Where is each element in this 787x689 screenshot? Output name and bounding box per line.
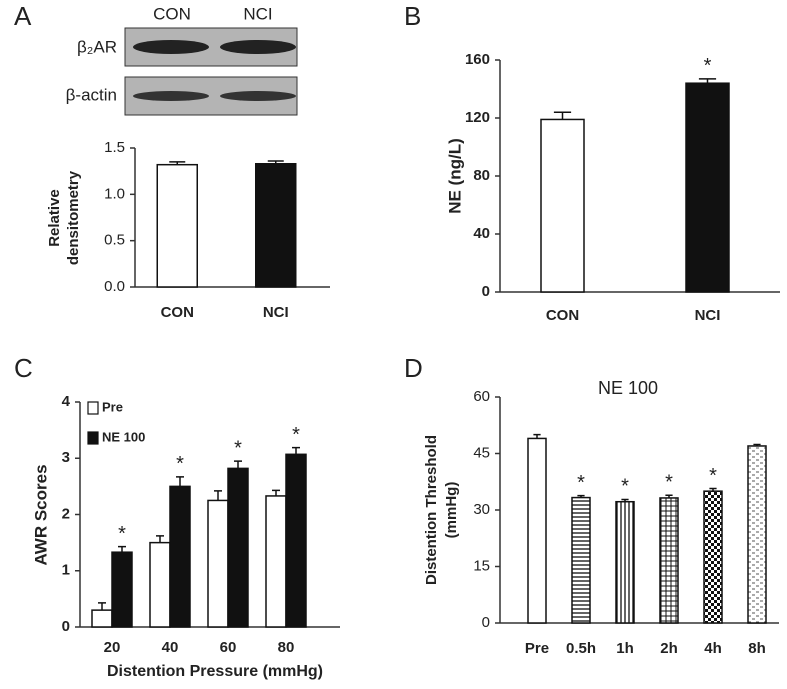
error-bar [292,446,300,455]
y-tick-label: 15 [473,557,490,574]
error-bar [553,111,572,120]
error-bar [234,460,242,469]
blot-lane-label: NCI [243,4,272,23]
bar [169,485,191,628]
bar [685,82,730,293]
x-tick-label: 80 [278,639,295,656]
y-tick-label: 0 [482,614,490,631]
x-tick-label: 1h [616,640,634,657]
bar [91,609,113,628]
y-axis-label: (mmHg) [443,482,460,539]
bar [527,437,547,624]
bar [265,495,287,628]
blot-row-label: β-actin [66,85,117,104]
error-bar [214,490,222,501]
legend-swatch [87,401,99,415]
y-axis-label: NE (ng/L) [445,138,464,214]
panel-letter: B [404,1,421,31]
bar [156,163,198,288]
panel-letter: A [14,1,32,31]
x-tick-label: 40 [162,639,179,656]
x-tick-label: CON [161,304,194,321]
error-bar [156,535,164,543]
blot-row-label: β₂AR [77,37,117,56]
error-bar [272,489,280,496]
y-tick-label: 1.5 [104,139,125,156]
bar [111,551,133,628]
bar [659,497,679,624]
chart-title: NE 100 [598,378,658,398]
legend-label: Pre [102,399,123,414]
blot-band [220,40,296,54]
significance-mark: * [118,523,126,545]
y-axis-label: Distention Threshold [423,435,440,585]
x-tick-label: 60 [220,639,237,656]
error-bar [118,545,126,553]
y-tick-label: 0 [62,618,70,635]
panel-letter: C [14,353,33,383]
significance-mark: * [176,453,184,475]
bar [207,499,229,628]
y-tick-label: 0.0 [104,278,125,295]
bar [747,445,767,624]
x-tick-label: 8h [748,640,766,657]
bar [540,118,585,293]
bar [703,490,723,624]
significance-mark: * [292,424,300,446]
legend-swatch [87,431,99,445]
x-tick-label: CON [546,307,579,324]
blot-band [220,91,296,101]
significance-mark: * [709,465,717,487]
significance-mark: * [234,437,242,459]
y-axis-label: Relative [46,189,63,247]
x-tick-label: 4h [704,640,722,657]
significance-mark: * [577,472,585,494]
error-bar [98,602,106,611]
y-tick-label: 1.0 [104,185,125,202]
western-blot: CON NCI β₂AR β-actin [66,4,298,116]
error-bar [176,476,184,487]
significance-mark: * [704,55,712,77]
x-tick-label: Pre [525,640,549,657]
bar [227,467,249,628]
y-tick-label: 1 [62,562,70,579]
x-tick-label: NCI [263,304,289,321]
x-tick-label: 2h [660,640,678,657]
significance-mark: * [665,472,673,494]
x-tick-label: 20 [104,639,121,656]
y-axis-label: AWR Scores [31,464,50,565]
y-tick-label: 0.5 [104,232,125,249]
bar [255,163,297,288]
y-tick-label: 2 [62,505,70,522]
y-tick-label: 160 [465,51,490,68]
y-tick-label: 120 [465,109,490,126]
y-tick-label: 80 [473,167,490,184]
x-tick-label: 0.5h [566,640,596,657]
y-tick-label: 45 [473,444,490,461]
x-axis-label: Distention Pressure (mmHg) [107,663,323,680]
blot-band [133,91,209,101]
bar [285,453,307,628]
y-tick-label: 0 [482,283,490,300]
y-axis-label: densitometry [65,170,82,265]
blot-band [133,40,209,54]
panel-letter: D [404,353,423,383]
y-tick-label: 3 [62,449,70,466]
y-tick-label: 4 [62,393,71,410]
bar [571,496,591,624]
legend-label: NE 100 [102,429,145,444]
x-tick-label: NCI [695,307,721,324]
blot-lane-label: CON [153,4,191,23]
y-tick-label: 60 [473,388,490,405]
bar [149,541,171,628]
y-tick-label: 30 [473,501,490,518]
y-tick-label: 40 [473,225,490,242]
bar [615,500,635,624]
significance-mark: * [621,476,629,498]
